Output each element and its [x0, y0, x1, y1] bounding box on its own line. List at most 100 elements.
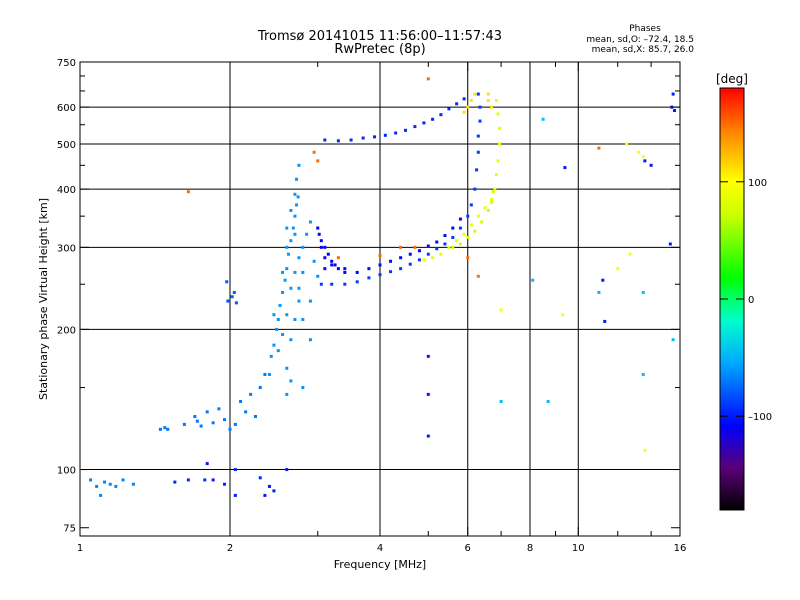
data-point [491, 190, 495, 194]
data-point [673, 109, 677, 113]
colorbar-label: [deg] [716, 72, 748, 86]
data-point [131, 482, 135, 486]
data-point [458, 217, 462, 221]
data-point [253, 414, 257, 418]
data-point [641, 372, 645, 376]
data-point [426, 77, 430, 81]
data-point [355, 280, 359, 284]
phase-stats-o-mode: mean, sd,O: –72.4, 18.5 [586, 35, 694, 45]
data-point [269, 354, 273, 358]
data-points [89, 77, 677, 497]
data-point [498, 126, 502, 130]
data-point [297, 256, 301, 260]
data-point [389, 270, 393, 274]
data-point [249, 392, 253, 396]
data-point [205, 410, 209, 414]
data-point [466, 105, 470, 109]
data-point [473, 229, 477, 233]
data-point [490, 105, 494, 109]
data-point [668, 242, 672, 246]
x-tick-label: 8 [527, 543, 533, 554]
data-point [649, 163, 653, 167]
data-point [378, 254, 382, 258]
data-point [281, 270, 285, 274]
phase-stats-title: Phases [629, 24, 661, 34]
data-point [458, 226, 462, 230]
data-point [317, 232, 321, 236]
data-point [490, 200, 494, 204]
data-point [263, 372, 267, 376]
data-point [343, 267, 347, 271]
data-point [426, 434, 430, 438]
data-point [163, 426, 167, 430]
data-point [466, 256, 470, 260]
y-tick-label: 500 [57, 140, 76, 151]
data-point [413, 245, 417, 249]
data-point [597, 146, 601, 150]
data-point [230, 295, 234, 299]
data-point [199, 424, 203, 428]
data-point [99, 493, 103, 497]
data-point [349, 138, 353, 142]
data-point [426, 252, 430, 256]
data-point [469, 203, 473, 207]
data-point [476, 150, 480, 154]
data-point [203, 478, 207, 482]
data-point [232, 290, 236, 294]
data-point [293, 232, 297, 236]
data-point [476, 134, 480, 138]
data-point [367, 267, 371, 271]
data-point [439, 252, 443, 256]
data-point [636, 150, 640, 154]
data-point [483, 206, 487, 210]
data-point [312, 150, 316, 154]
colorbar-tick-label: 0 [748, 295, 754, 306]
data-point [336, 256, 340, 260]
y-tick-label: 400 [57, 185, 76, 196]
data-point [469, 223, 473, 227]
data-point [193, 414, 197, 418]
data-point [616, 267, 620, 271]
data-point [435, 240, 439, 244]
data-point [435, 247, 439, 251]
data-point [319, 245, 323, 249]
data-point [285, 267, 289, 271]
data-point [263, 493, 267, 497]
data-point [326, 252, 330, 256]
data-point [499, 308, 503, 312]
data-point [267, 484, 271, 488]
data-point [431, 256, 435, 260]
y-tick-label: 600 [57, 103, 76, 114]
data-point [291, 226, 295, 230]
data-point [275, 327, 279, 331]
data-point [296, 195, 300, 199]
data-point [413, 125, 417, 129]
data-point [451, 245, 455, 249]
data-point [301, 317, 305, 321]
data-point [625, 142, 629, 146]
data-point [563, 166, 567, 170]
data-point [561, 313, 565, 317]
data-point [258, 386, 262, 390]
data-point [447, 245, 451, 249]
data-point [186, 190, 190, 194]
data-point [462, 110, 466, 114]
data-point [333, 263, 337, 267]
data-point [295, 177, 299, 181]
data-point [285, 366, 289, 370]
data-point [289, 286, 293, 290]
data-point [295, 203, 299, 207]
data-point [443, 234, 447, 238]
data-point [399, 245, 403, 249]
data-point [383, 133, 387, 137]
data-point [422, 258, 426, 262]
data-point [239, 399, 243, 403]
data-point [469, 99, 473, 103]
data-point [323, 256, 327, 260]
data-point [312, 259, 316, 263]
data-point [443, 242, 447, 246]
data-point [541, 117, 545, 121]
chart-title-line1: Tromsø 20141015 11:56:00–11:57:43 [257, 29, 502, 44]
y-tick-label: 300 [57, 243, 76, 254]
